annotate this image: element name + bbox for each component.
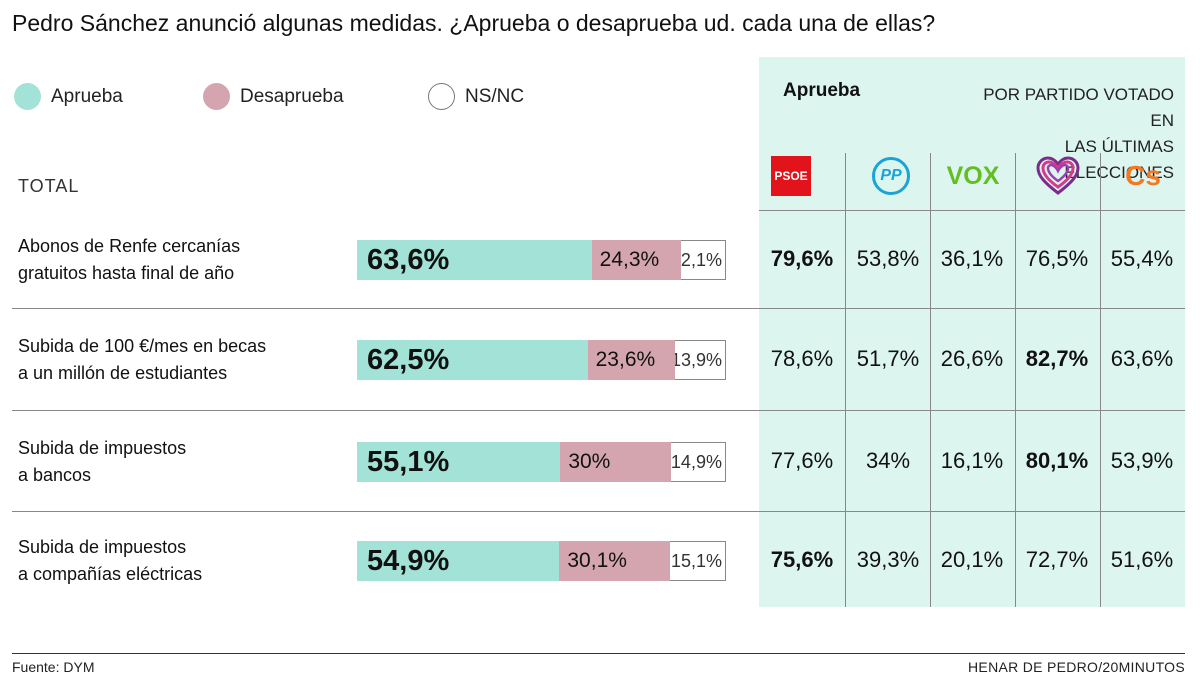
total-label: TOTAL xyxy=(18,176,80,196)
legend-approve: Aprueba xyxy=(14,83,123,110)
legend-approve-swatch xyxy=(14,83,41,110)
measure-label: Subida de impuestos a compañías eléctrica… xyxy=(18,534,338,588)
party-approval-value: 82,7% xyxy=(1025,346,1089,371)
party-approval-value: 76,5% xyxy=(1025,246,1089,271)
legend-nsnc-label: NS/NC xyxy=(465,85,525,107)
party-approval-value: 26,6% xyxy=(940,346,1004,371)
pp-logo: PP xyxy=(861,153,921,199)
vox-logo-text: VOX xyxy=(946,161,1000,190)
measure-label-line2: gratuitos hasta final de año xyxy=(18,263,235,283)
chart-title: Pedro Sánchez anunció algunas medidas. ¿… xyxy=(12,10,936,36)
bar-segment-disapprove: 24,3% xyxy=(591,240,682,280)
measure-label: Subida de 100 €/mes en becas a un millón … xyxy=(18,333,338,387)
party-approval-value: 39,3% xyxy=(856,547,920,572)
party-approval-value: 51,6% xyxy=(1110,547,1174,572)
bar-segment-disapprove: 23,6% xyxy=(587,340,675,380)
pp-logo-text: PP xyxy=(880,167,902,184)
bar-segment-approve: 62,5% xyxy=(357,340,588,380)
party-approval-value: 53,8% xyxy=(856,246,920,271)
panel-column-divider xyxy=(930,153,931,607)
party-approval-value: 63,6% xyxy=(1110,346,1174,371)
bar-segment-nsnc: 12,1% xyxy=(681,240,726,280)
row-divider xyxy=(12,410,1185,411)
legend-approve-label: Aprueba xyxy=(51,85,123,107)
panel-header-divider xyxy=(759,210,1185,211)
row-divider xyxy=(12,308,1185,309)
measure-label-line1: Abonos de Renfe cercanías xyxy=(18,236,241,256)
measure-label: Subida de impuestos a bancos xyxy=(18,435,338,489)
party-approval-value: 51,7% xyxy=(856,346,920,371)
legend-nsnc: NS/NC xyxy=(428,83,524,110)
legend-disapprove-swatch xyxy=(203,83,230,110)
bar-segment-disapprove: 30,1% xyxy=(559,541,671,581)
stacked-bar: 54,9% 30,1% 15,1% xyxy=(357,541,726,581)
bar-segment-disapprove: 30% xyxy=(560,442,671,482)
bar-segment-approve: 55,1% xyxy=(357,442,561,482)
credit-note: HENAR DE PEDRO/20MINUTOS xyxy=(968,659,1185,675)
party-approval-value: 55,4% xyxy=(1110,246,1174,271)
panel-column-divider xyxy=(1015,153,1016,607)
stacked-bar: 62,5% 23,6% 13,9% xyxy=(357,340,726,380)
party-approval-value: 20,1% xyxy=(940,547,1004,572)
measure-label-line2: a compañías eléctricas xyxy=(18,564,203,584)
legend-disapprove: Desaprueba xyxy=(203,83,344,110)
party-approval-value: 80,1% xyxy=(1025,448,1089,473)
party-approval-value: 75,6% xyxy=(770,547,834,572)
vox-logo: VOX xyxy=(943,153,1003,199)
party-approval-value: 36,1% xyxy=(940,246,1004,271)
panel-subheading-line2: LAS ÚLTIMAS ELECCIONES xyxy=(1064,137,1174,182)
stacked-bar: 55,1% 30% 14,9% xyxy=(357,442,726,482)
panel-heading: Aprueba xyxy=(783,80,861,101)
footer-divider xyxy=(12,653,1185,654)
panel-column-divider xyxy=(1100,153,1101,607)
bar-segment-approve: 63,6% xyxy=(357,240,592,280)
stacked-bar: 63,6%24,3%12,1% xyxy=(357,240,726,280)
legend-disapprove-label: Desaprueba xyxy=(240,85,344,107)
party-approval-value: 53,9% xyxy=(1110,448,1174,473)
psoe-logo: PSOE xyxy=(761,153,821,199)
legend-nsnc-swatch xyxy=(428,83,455,110)
party-approval-value: 72,7% xyxy=(1025,547,1089,572)
unidas-podemos-heart-logo xyxy=(1028,153,1088,199)
party-approval-value: 34% xyxy=(865,448,911,473)
party-approval-value: 79,6% xyxy=(770,246,834,271)
bar-segment-approve: 54,9% xyxy=(357,541,560,581)
measure-label-line1: Subida de impuestos xyxy=(18,537,187,557)
source-note: Fuente: DYM xyxy=(12,659,95,675)
bar-segment-nsnc: 13,9% xyxy=(674,340,726,380)
panel-subheading-line1: POR PARTIDO VOTADO EN xyxy=(983,85,1174,130)
measure-label-line1: Subida de 100 €/mes en becas xyxy=(18,336,267,356)
party-approval-value: 78,6% xyxy=(770,346,834,371)
heart-icon xyxy=(1036,156,1080,195)
row-divider xyxy=(12,511,1185,512)
measure-label: Abonos de Renfe cercanías gratuitos hasta… xyxy=(18,233,338,287)
bar-segment-nsnc: 14,9% xyxy=(671,442,726,482)
psoe-logo-text: PSOE xyxy=(774,169,808,183)
ciudadanos-logo: Cs xyxy=(1113,153,1173,199)
measure-label-line2: a un millón de estudiantes xyxy=(18,363,228,383)
panel-column-divider xyxy=(845,153,846,607)
measure-label-line2: a bancos xyxy=(18,465,92,485)
ciudadanos-logo-text: Cs xyxy=(1125,160,1161,191)
bar-segment-nsnc: 15,1% xyxy=(670,541,726,581)
measure-label-line1: Subida de impuestos xyxy=(18,438,187,458)
party-approval-value: 16,1% xyxy=(940,448,1004,473)
party-breakdown-panel xyxy=(759,57,1185,607)
party-approval-value: 77,6% xyxy=(770,448,834,473)
panel-subheading: POR PARTIDO VOTADO EN LAS ÚLTIMAS ELECCI… xyxy=(960,82,1174,186)
